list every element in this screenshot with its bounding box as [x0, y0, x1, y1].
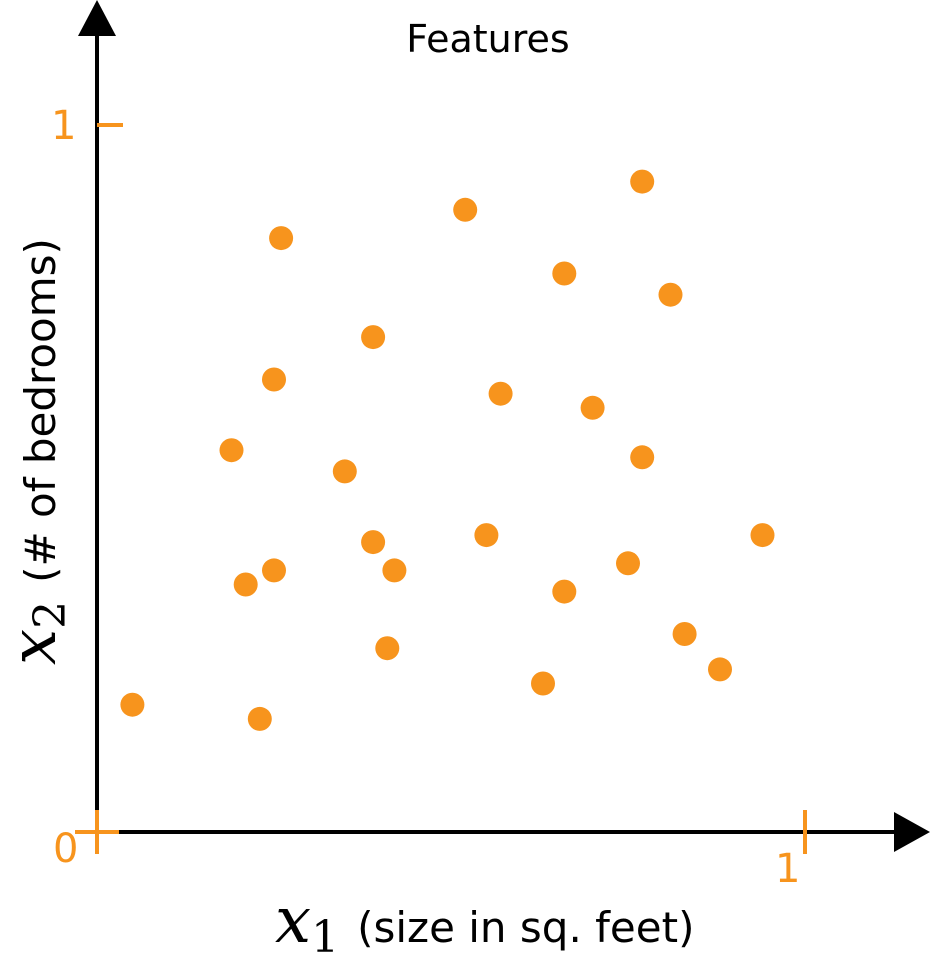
y-axis-var: x: [0, 629, 71, 665]
data-point-25: [750, 523, 775, 548]
data-point-6: [233, 572, 258, 597]
data-point-18: [531, 671, 555, 696]
data-point-5: [262, 558, 286, 583]
x-axis-label: x1 (size in sq. feet): [275, 884, 694, 959]
y-axis-arrow: [78, 0, 116, 36]
x-axis-arrow: [894, 812, 930, 852]
y-axis-subscript: 2: [25, 601, 76, 629]
data-point-11: [375, 636, 400, 661]
data-point-7: [361, 325, 386, 350]
data-points: [120, 169, 775, 731]
y-tick-label-1: 1: [51, 103, 76, 149]
data-point-21: [630, 445, 655, 470]
data-point-10: [382, 558, 407, 583]
data-point-4: [219, 438, 244, 463]
data-point-1: [247, 706, 272, 731]
data-point-22: [616, 551, 640, 576]
data-point-2: [269, 226, 294, 251]
data-point-15: [552, 261, 577, 286]
data-point-0: [120, 692, 145, 717]
y-axis-description: (# of bedrooms): [16, 238, 65, 583]
data-point-12: [453, 197, 478, 222]
y-axis-label: x2 (# of bedrooms): [0, 238, 76, 665]
data-point-3: [262, 367, 286, 392]
x-axis-description: (size in sq. feet): [357, 903, 694, 952]
data-point-9: [361, 530, 386, 555]
data-point-13: [488, 381, 513, 406]
data-point-14: [474, 523, 499, 548]
x-tick-label-1: 1: [775, 846, 800, 892]
data-point-24: [708, 657, 732, 682]
data-point-23: [672, 622, 697, 646]
axis-ticks: 0 1 1: [51, 103, 807, 892]
origin-tick-label: 0: [53, 826, 78, 872]
data-point-17: [552, 579, 577, 604]
x-axis-var: x: [275, 884, 311, 958]
data-point-19: [630, 169, 655, 194]
data-point-20: [658, 282, 683, 307]
chart-title: Features: [406, 17, 569, 61]
data-point-8: [332, 459, 357, 484]
x-axis-subscript: 1: [311, 912, 339, 959]
data-point-16: [580, 395, 605, 420]
